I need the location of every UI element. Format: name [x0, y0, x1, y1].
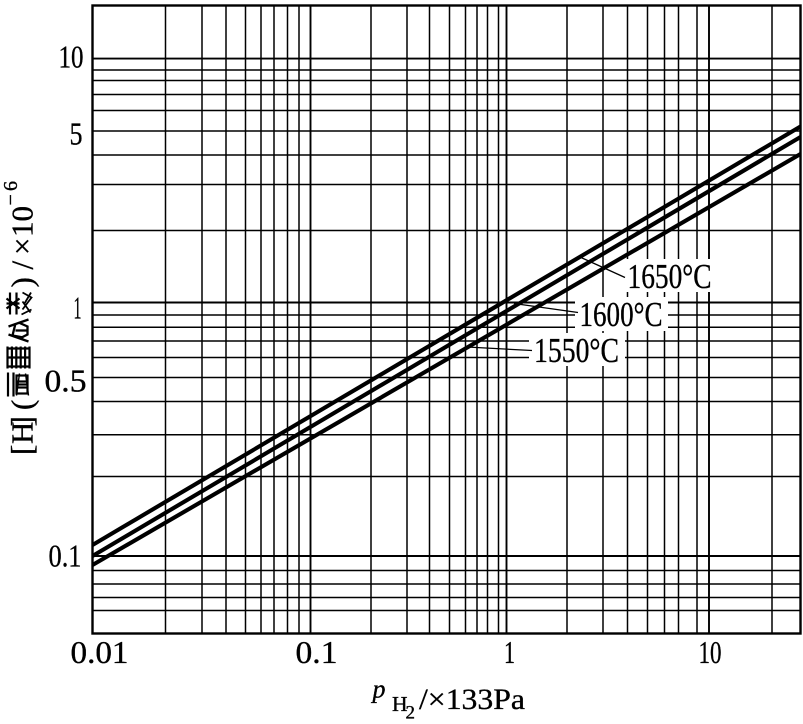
svg-text:5: 5	[70, 116, 83, 152]
svg-text:0.1: 0.1	[296, 634, 338, 670]
svg-text:1600°C: 1600°C	[580, 296, 663, 334]
svg-text:1: 1	[504, 634, 515, 670]
svg-text:[H]()/×10: [H]()/×10	[5, 206, 40, 455]
svg-text:2: 2	[406, 703, 416, 724]
svg-text:p: p	[371, 675, 386, 704]
svg-text:1550°C: 1550°C	[534, 332, 619, 370]
svg-text:10: 10	[59, 39, 84, 75]
svg-text:1650°C: 1650°C	[628, 258, 712, 296]
svg-text:0.01: 0.01	[71, 634, 129, 670]
svg-text:−6: −6	[0, 181, 22, 206]
svg-text:0.1: 0.1	[49, 538, 82, 574]
svg-text:10: 10	[699, 634, 722, 670]
svg-text:/×133Pa: /×133Pa	[419, 683, 525, 716]
svg-text:1: 1	[74, 290, 82, 326]
svg-text:H: H	[392, 692, 408, 716]
svg-text:0.5: 0.5	[45, 363, 87, 399]
